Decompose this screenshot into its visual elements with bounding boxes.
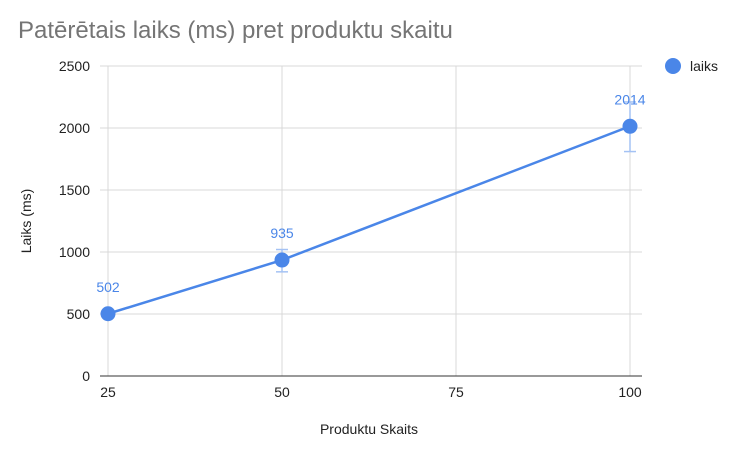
series-layer: 502 935 2014	[96, 91, 646, 322]
y-tick-label: 0	[82, 368, 90, 384]
legend[interactable]: laiks	[665, 58, 718, 74]
y-tick-label: 2000	[59, 120, 90, 136]
x-tick-label: 25	[100, 384, 116, 400]
chart-title: Patērētais laiks (ms) pret produktu skai…	[18, 17, 453, 44]
y-axis-label: Laiks (ms)	[18, 189, 34, 254]
y-tick-label: 1000	[59, 244, 90, 260]
series-line-laiks	[107, 125, 631, 315]
legend-label: laiks	[690, 58, 718, 74]
data-point[interactable]	[274, 252, 290, 268]
grid-lines	[100, 65, 642, 376]
x-axis-label: Produktu Skaits	[320, 421, 418, 437]
data-label: 2014	[614, 91, 645, 107]
y-tick-label: 2500	[59, 58, 90, 74]
data-label: 502	[96, 279, 120, 295]
x-tick-label: 100	[618, 384, 642, 400]
data-label: 935	[270, 225, 294, 241]
data-point[interactable]	[622, 118, 638, 134]
x-tick-label: 75	[448, 384, 464, 400]
tick-labels: 0 500 1000 1500 2000 2500 25 50 75 100	[59, 58, 642, 400]
x-tick-label: 50	[274, 384, 290, 400]
legend-marker	[665, 58, 681, 74]
y-tick-label: 1500	[59, 182, 90, 198]
y-tick-label: 500	[67, 306, 91, 322]
data-point[interactable]	[100, 306, 116, 322]
